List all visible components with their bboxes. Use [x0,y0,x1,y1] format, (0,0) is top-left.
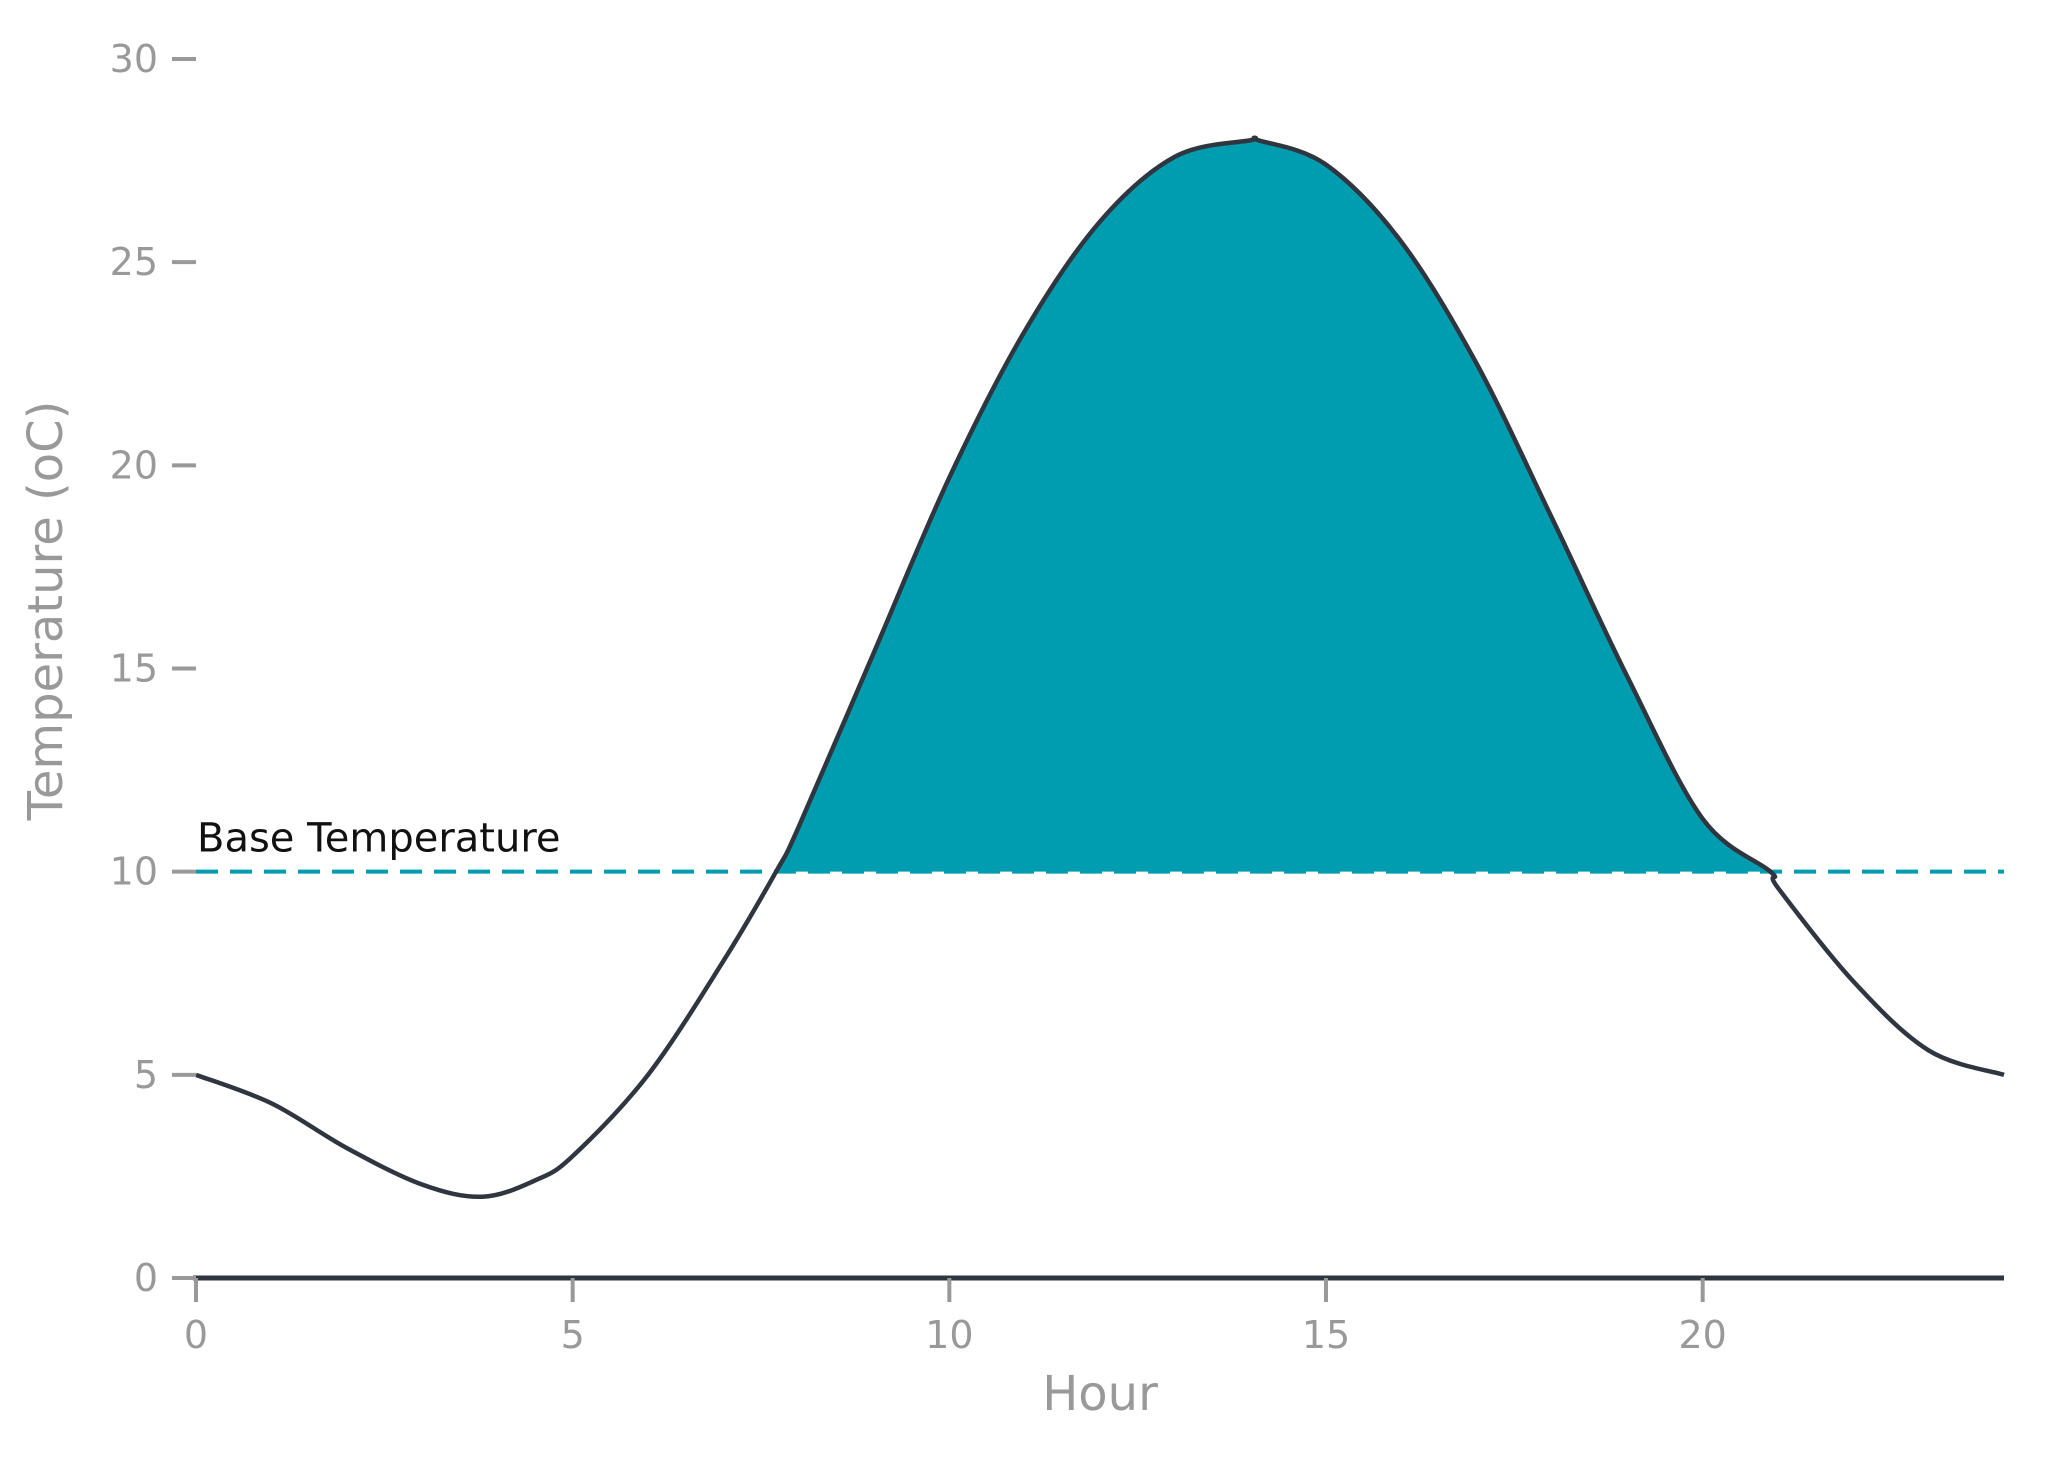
y-tick-label: 30 [110,37,158,81]
y-tick-label: 0 [134,1256,158,1300]
x-tick-label: 0 [184,1313,208,1357]
x-tick-label: 20 [1678,1313,1726,1357]
base-temperature-label: Base Temperature [197,816,561,862]
x-tick-label: 15 [1302,1313,1350,1357]
y-tick-label: 15 [110,647,158,691]
x-tick-label: 10 [925,1313,973,1357]
degree-hours-area [776,137,1771,872]
temperature-curve [195,135,2005,1199]
y-tick-label: 5 [134,1053,158,1097]
x-axis-title: Hour [1042,1366,1158,1422]
y-axis-title: Temperature (oC) [18,401,74,822]
axes: 0 5 10 15 20 0 5 10 15 20 25 30 [110,37,2004,1357]
y-tick-label: 25 [110,240,158,284]
x-tick-label: 5 [561,1313,585,1357]
y-tick-label: 10 [110,850,158,894]
plot-area [195,135,2005,1199]
y-tick-label: 20 [110,443,158,487]
